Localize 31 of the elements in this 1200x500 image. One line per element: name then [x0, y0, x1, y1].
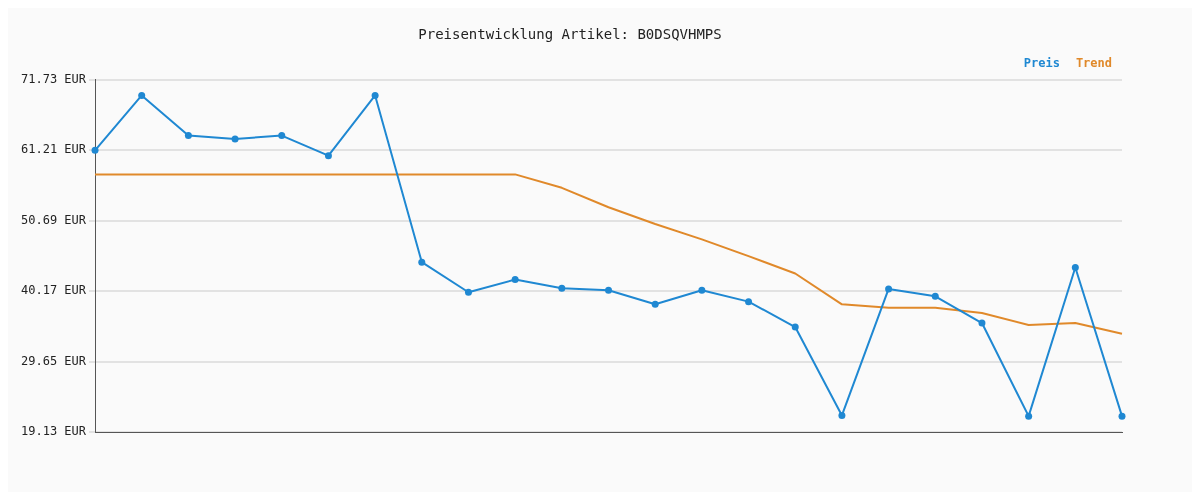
point — [184, 132, 192, 140]
point — [931, 292, 939, 300]
text: Preis — [1023, 55, 1060, 70]
y-tick-label: 71.73 EUR — [20, 71, 87, 86]
text: Trend — [1075, 55, 1112, 70]
point — [138, 91, 146, 99]
chart-title: Preisentwicklung Artikel: B0DSQVHMPS — [418, 26, 722, 43]
point — [978, 319, 986, 327]
point — [651, 300, 659, 308]
point — [324, 152, 332, 160]
point — [1071, 263, 1079, 271]
y-tick-label: 61.21 EUR — [20, 142, 87, 157]
point — [605, 286, 613, 294]
point — [1025, 412, 1033, 420]
point — [791, 323, 799, 331]
point — [885, 285, 893, 293]
point — [464, 288, 472, 296]
y-tick-label: 29.65 EUR — [20, 353, 87, 368]
point — [278, 132, 286, 140]
y-tick-label: 50.69 EUR — [20, 212, 87, 227]
y-tick-label: 40.17 EUR — [20, 283, 87, 298]
point — [838, 411, 846, 419]
point — [558, 284, 566, 292]
point — [698, 286, 706, 294]
point — [371, 91, 379, 99]
point — [418, 258, 426, 266]
point — [745, 298, 753, 306]
y-tick-label: 19.13 EUR — [20, 424, 87, 439]
point — [511, 276, 519, 284]
point — [1118, 412, 1126, 420]
point — [231, 135, 239, 143]
